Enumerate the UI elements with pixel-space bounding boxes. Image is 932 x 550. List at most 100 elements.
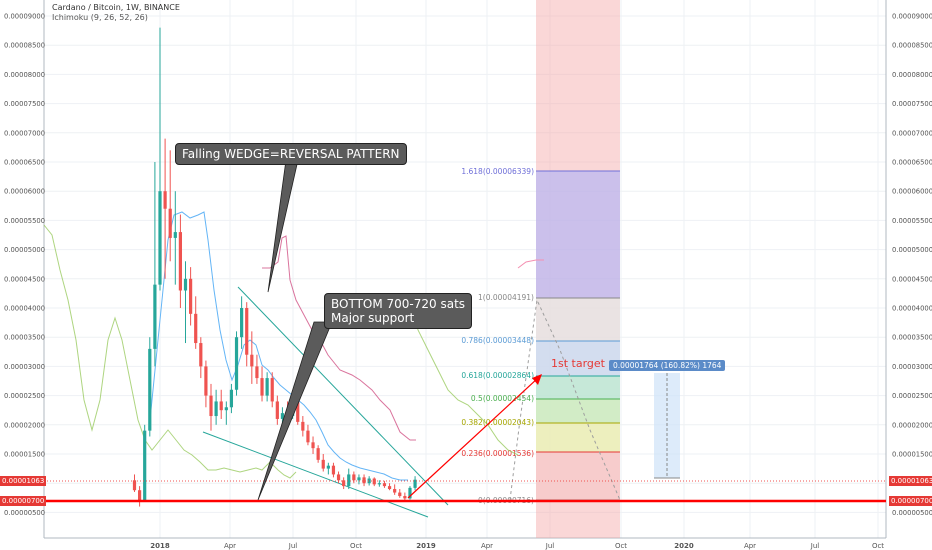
candle-body bbox=[219, 401, 223, 411]
candle-body bbox=[163, 191, 167, 209]
price-tick-label-left: 0.00003000 bbox=[4, 363, 45, 371]
candle bbox=[214, 389, 218, 425]
current-price-badge-right: 0.00001063 bbox=[889, 476, 932, 486]
fib-zone-0382 bbox=[536, 423, 620, 452]
price-tick-label-left: 0.00001500 bbox=[4, 451, 45, 459]
fib-label-1618: 1.618(0.00006339) bbox=[461, 167, 534, 176]
candle-body bbox=[245, 308, 249, 355]
candle-body bbox=[209, 395, 213, 417]
candle-body bbox=[382, 483, 387, 487]
candle-body bbox=[255, 366, 259, 379]
wedge-lower-line bbox=[202, 431, 429, 518]
price-tick-label-right: 0.00007500 bbox=[892, 100, 932, 108]
candle-body bbox=[357, 477, 361, 481]
candle bbox=[382, 480, 387, 488]
fib-zone-05 bbox=[536, 399, 620, 423]
time-tick-label: 2020 bbox=[674, 542, 694, 550]
candle bbox=[342, 477, 346, 490]
price-tick-label-right: 0.00008000 bbox=[892, 71, 932, 79]
price-tick-label-right: 0.00001500 bbox=[892, 451, 932, 459]
time-tick-label: Jul bbox=[288, 542, 298, 550]
candle bbox=[362, 474, 366, 487]
time-tick-label: Apr bbox=[481, 542, 493, 550]
candle bbox=[398, 489, 402, 498]
candle-body bbox=[336, 474, 341, 481]
bottom-callout-line2: Major support bbox=[331, 311, 415, 325]
chart-title: Cardano / Bitcoin, 1W, BINANCE bbox=[52, 3, 180, 12]
price-tick-label-left: 0.00007500 bbox=[4, 100, 45, 108]
candle bbox=[163, 138, 167, 279]
candle-body bbox=[377, 483, 381, 485]
fib-label-0382: 0.382(0.00002043) bbox=[461, 418, 534, 427]
candle bbox=[194, 296, 198, 349]
price-tick-label-left: 0.00003500 bbox=[4, 334, 45, 342]
candle-body bbox=[326, 465, 330, 469]
candle bbox=[331, 462, 336, 478]
candle bbox=[183, 261, 188, 344]
candle-body bbox=[280, 413, 285, 419]
fib-zone-0236 bbox=[536, 452, 620, 500]
candle-body bbox=[148, 348, 152, 431]
support-price-badge-left: 0.00000700 bbox=[0, 496, 47, 506]
candle bbox=[250, 331, 254, 384]
fib-zone-1618 bbox=[536, 171, 620, 298]
candle bbox=[326, 462, 330, 475]
candle-body bbox=[234, 337, 239, 390]
candle-body bbox=[240, 308, 244, 338]
candle-body bbox=[260, 378, 264, 396]
price-tick-label-right: 0.00009000 bbox=[892, 13, 932, 21]
candle bbox=[393, 484, 397, 495]
candle bbox=[387, 483, 392, 491]
support-price-badge-right: 0.00000700 bbox=[889, 496, 932, 506]
candle-body bbox=[342, 480, 346, 487]
candle bbox=[301, 416, 305, 437]
price-tick-label-left: 0.00006500 bbox=[4, 159, 45, 167]
candle-body bbox=[132, 480, 137, 491]
target-arrow-line bbox=[407, 377, 539, 499]
candle bbox=[265, 372, 269, 402]
bottom-callout-line1: BOTTOM 700-720 sats bbox=[331, 297, 466, 311]
candle bbox=[143, 424, 147, 502]
time-tick-label: Jul bbox=[545, 542, 555, 550]
candle-body bbox=[153, 284, 157, 349]
tenkan-sen-line bbox=[149, 211, 408, 481]
candle-body bbox=[168, 208, 172, 238]
target-label: 1st target bbox=[551, 357, 605, 370]
candle-body bbox=[296, 401, 300, 422]
chikou-span-line-future bbox=[409, 299, 519, 456]
candle bbox=[321, 454, 325, 472]
candle-body bbox=[275, 401, 279, 419]
candle bbox=[209, 383, 213, 431]
candle bbox=[132, 474, 137, 492]
candle bbox=[377, 480, 381, 487]
candle-body bbox=[270, 378, 274, 402]
price-tick-label-right: 0.00002500 bbox=[892, 392, 932, 400]
candle bbox=[189, 267, 193, 326]
candle-body bbox=[137, 490, 142, 501]
price-axis-left: 0.00009000 0.00008500 0.00008000 0.00007500… bbox=[4, 13, 45, 517]
candle-body bbox=[306, 430, 310, 443]
time-tick-label: Apr bbox=[744, 542, 756, 550]
time-tick-label: Jul bbox=[810, 542, 820, 550]
price-tick-label-left: 0.00004500 bbox=[4, 275, 45, 283]
price-tick-label-right: 0.00003000 bbox=[892, 363, 932, 371]
kijun-sen-line bbox=[262, 235, 416, 441]
fib-label-0618: 0.618(0.00002864) bbox=[461, 371, 534, 380]
price-tick-label-left: 0.00007000 bbox=[4, 129, 45, 137]
candle bbox=[403, 492, 407, 501]
candle bbox=[270, 372, 274, 408]
price-tick-label-right: 0.00004000 bbox=[892, 305, 932, 313]
price-tick-label-right: 0.00000500 bbox=[892, 509, 932, 517]
chikou-span-line bbox=[43, 224, 297, 479]
candle-body bbox=[347, 474, 351, 487]
fib-zone-1 bbox=[536, 298, 620, 341]
price-tick-label-left: 0.00008500 bbox=[4, 42, 45, 50]
candle-body bbox=[194, 313, 198, 344]
candle-body bbox=[183, 278, 188, 291]
projection-path bbox=[509, 298, 621, 501]
candle bbox=[240, 296, 244, 349]
candle-body bbox=[387, 486, 392, 490]
candle-body bbox=[178, 232, 183, 291]
price-tick-label-right: 0.00005000 bbox=[892, 246, 932, 254]
candle-body bbox=[301, 421, 305, 431]
